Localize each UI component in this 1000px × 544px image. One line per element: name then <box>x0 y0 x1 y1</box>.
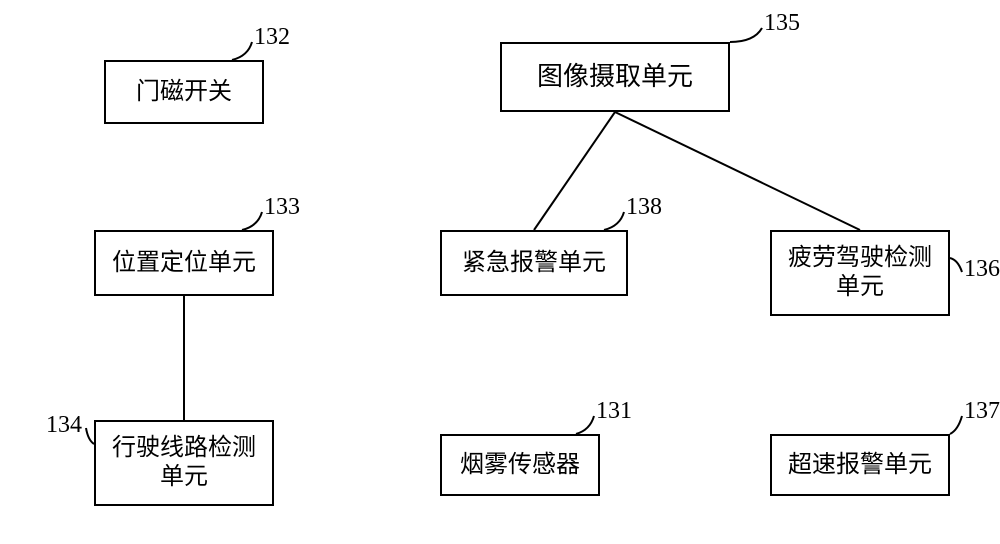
box-emergency-alarm-unit: 紧急报警单元 <box>440 230 628 296</box>
ref-number-132: 132 <box>254 24 290 51</box>
box-position-locating-unit: 位置定位单元 <box>94 230 274 296</box>
box-label: 位置定位单元 <box>112 249 256 278</box>
box-driving-route-detection-unit: 行驶线路检测单元 <box>94 420 274 506</box>
box-image-capture-unit: 图像摄取单元 <box>500 42 730 112</box>
ref-number-131: 131 <box>596 398 632 425</box>
box-label: 门磁开关 <box>136 78 232 107</box>
ref-number-138: 138 <box>626 194 662 221</box>
box-label: 超速报警单元 <box>788 451 932 480</box>
ref-number-137: 137 <box>964 398 1000 425</box>
box-door-magnet-switch: 门磁开关 <box>104 60 264 124</box>
box-smoke-sensor: 烟雾传感器 <box>440 434 600 496</box>
box-label: 紧急报警单元 <box>462 249 606 278</box>
box-label: 行驶线路检测单元 <box>102 434 266 492</box>
box-overspeed-alarm-unit: 超速报警单元 <box>770 434 950 496</box>
box-label: 图像摄取单元 <box>537 61 693 92</box>
ref-number-133: 133 <box>264 194 300 221</box>
box-label: 烟雾传感器 <box>460 451 580 480</box>
box-label: 疲劳驾驶检测单元 <box>778 244 942 302</box>
ref-number-136: 136 <box>964 256 1000 283</box>
ref-number-134: 134 <box>46 412 82 439</box>
box-fatigue-driving-detection-unit: 疲劳驾驶检测单元 <box>770 230 950 316</box>
diagram-canvas: 门磁开关 图像摄取单元 位置定位单元 紧急报警单元 疲劳驾驶检测单元 行驶线路检… <box>0 0 1000 544</box>
ref-number-135: 135 <box>764 10 800 37</box>
